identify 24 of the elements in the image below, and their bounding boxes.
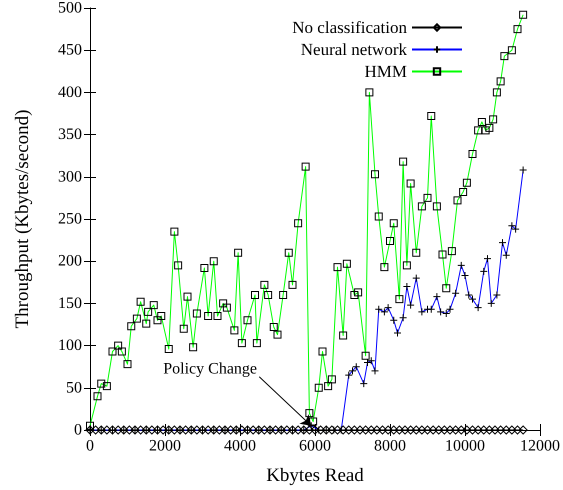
x-tick-label: 4000: [224, 438, 256, 454]
y-axis-title: Throughput (Kbytes/second): [12, 110, 33, 328]
y-tick-label: 150: [58, 294, 82, 312]
y-tick-label: 200: [58, 252, 82, 270]
y-tick-label: 50: [66, 379, 82, 396]
y-tick-label: 450: [58, 42, 82, 59]
x-tick-label: 6000: [299, 438, 331, 454]
x-tick-label: 0: [86, 438, 94, 454]
y-tick-label: 100: [58, 337, 82, 354]
legend-label: HMM: [364, 62, 407, 81]
y-tick-label: 300: [58, 168, 82, 186]
y-tick-label: 500: [58, 0, 82, 16]
y-tick-label: 250: [58, 210, 82, 228]
y-tick-label: 0: [74, 422, 82, 438]
x-tick-label: 12000: [520, 438, 560, 454]
legend-label: No classification: [292, 18, 408, 37]
y-tick-label: 400: [58, 84, 82, 101]
x-tick-label: 8000: [374, 438, 406, 454]
y-tick-label: 350: [58, 126, 82, 144]
x-axis-title: Kbytes Read: [266, 465, 364, 486]
annotation: Policy Change: [163, 360, 258, 378]
x-tick-label: 2000: [149, 438, 181, 454]
legend-label: Neural network: [300, 40, 408, 59]
x-tick-label: 10000: [445, 438, 485, 454]
